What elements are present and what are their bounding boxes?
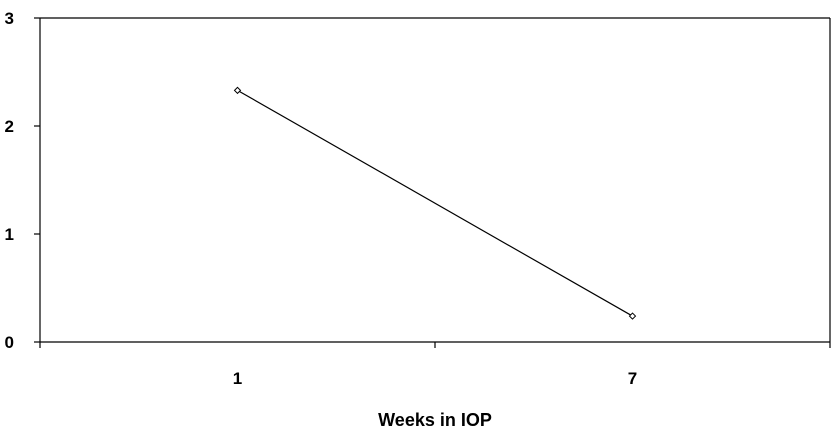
y-tick-label: 2: [5, 117, 14, 136]
series-layer: [233, 86, 637, 320]
x-axis-title: Weeks in IOP: [378, 410, 492, 430]
data-point-marker: [233, 86, 242, 95]
plot-frame: [39, 17, 831, 343]
series-line: [237, 89, 633, 317]
y-tick-label: 3: [5, 9, 14, 28]
y-tick-label: 0: [5, 333, 14, 352]
y-tick-label: 1: [5, 225, 14, 244]
y-axis-ticks: 0 1 2 3: [5, 9, 40, 352]
x-tick-label: 7: [628, 369, 637, 388]
data-point-marker: [628, 312, 637, 320]
x-tick-label: 1: [233, 369, 242, 388]
